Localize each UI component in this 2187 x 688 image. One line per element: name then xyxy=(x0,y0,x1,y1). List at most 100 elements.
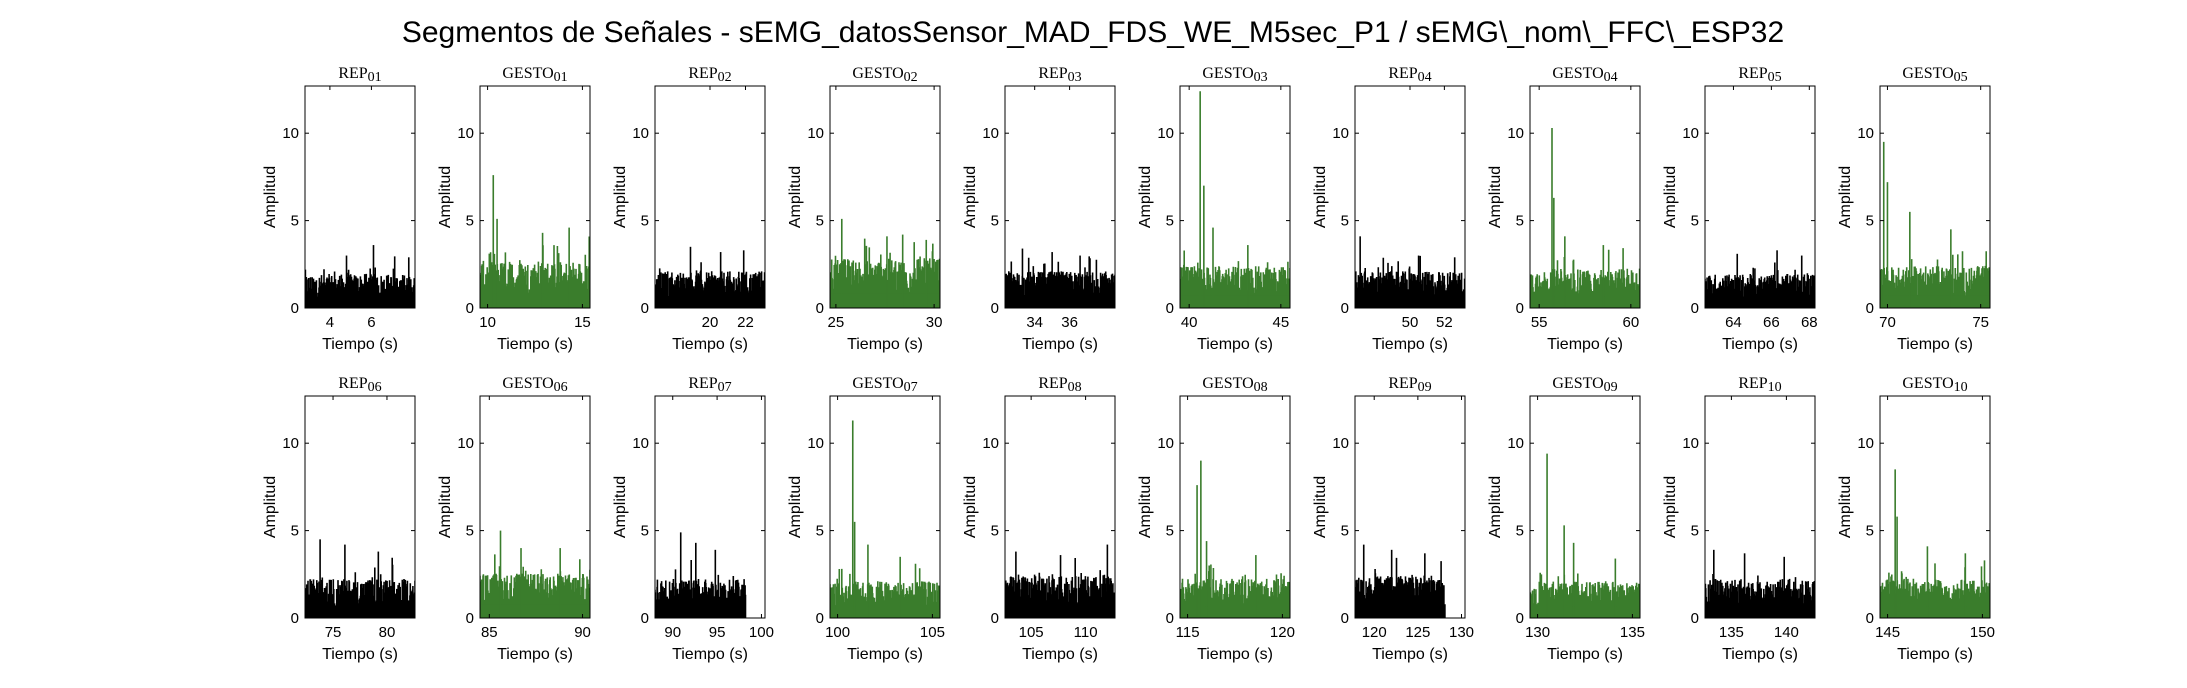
x-tick-label: 50 xyxy=(1402,314,1419,331)
subplot-title: REP04 xyxy=(1388,65,1431,85)
x-tick-label: 34 xyxy=(1026,314,1043,331)
subplot-title: GESTO08 xyxy=(1202,375,1267,395)
y-axis-label: Amplitud xyxy=(1487,476,1504,538)
subplot-title: REP02 xyxy=(688,65,731,85)
y-tick-label: 5 xyxy=(291,523,299,540)
subplot-gesto_06: 0 5 10 85 90 GESTO06 Tiempo (s) Amplitud xyxy=(437,375,591,663)
x-tick-label: 100 xyxy=(749,624,774,641)
x-axis-label: Tiempo (s) xyxy=(1722,336,1798,353)
subplot-title: GESTO10 xyxy=(1902,375,1967,395)
x-tick-label: 120 xyxy=(1270,624,1295,641)
x-axis-label: Tiempo (s) xyxy=(1897,336,1973,353)
axes-box xyxy=(1179,395,1291,619)
subplot-gesto_01: 0 5 10 10 15 GESTO01 Tiempo (s) Amplitud xyxy=(437,65,591,353)
axes-box xyxy=(1354,395,1466,619)
y-axis-label: Amplitud xyxy=(962,476,979,538)
x-axis-label: Tiempo (s) xyxy=(1372,336,1448,353)
subplot-rep_10: 0 5 10 135 140 REP10 Tiempo (s) Amplitud xyxy=(1662,375,1816,663)
signal-band xyxy=(480,604,590,618)
signal-band xyxy=(1180,606,1290,618)
y-axis-label: Amplitud xyxy=(787,166,804,228)
axes-box xyxy=(1704,85,1816,309)
subplot-rep_05: 0 5 10 64 66 68 REP05 Tiempo (s) Amplitud xyxy=(1662,65,1818,353)
x-tick-label: 105 xyxy=(1019,624,1044,641)
subplot-title: GESTO01 xyxy=(502,65,567,85)
x-tick-label: 115 xyxy=(1176,624,1200,641)
y-tick-label: 10 xyxy=(1857,125,1874,142)
y-tick-label: 10 xyxy=(1157,125,1174,142)
subplot-gesto_07: 0 5 10 100 105 GESTO07 Tiempo (s) Amplitud xyxy=(787,375,945,663)
axes-box xyxy=(479,85,591,309)
x-tick-label: 90 xyxy=(574,624,591,641)
x-tick-label: 40 xyxy=(1181,314,1198,331)
x-axis-label: Tiempo (s) xyxy=(497,336,573,353)
signal-band xyxy=(830,293,940,308)
y-tick-label: 5 xyxy=(291,213,299,230)
y-axis-label: Amplitud xyxy=(1312,166,1329,228)
axes-box xyxy=(654,395,766,619)
axes-box xyxy=(479,395,591,619)
y-axis-label: Amplitud xyxy=(1662,476,1679,538)
x-tick-label: 45 xyxy=(1272,314,1289,331)
x-tick-label: 145 xyxy=(1875,624,1900,641)
x-axis-label: Tiempo (s) xyxy=(672,336,748,353)
signal-band xyxy=(480,293,590,308)
y-tick-label: 10 xyxy=(1682,125,1699,142)
y-tick-label: 0 xyxy=(1866,610,1874,627)
x-axis-label: Tiempo (s) xyxy=(322,336,398,353)
x-tick-label: 135 xyxy=(1719,624,1744,641)
x-tick-label: 125 xyxy=(1405,624,1430,641)
x-axis-label: Tiempo (s) xyxy=(1372,646,1448,663)
axes-box xyxy=(1004,395,1116,619)
y-tick-label: 5 xyxy=(1691,213,1699,230)
y-tick-label: 10 xyxy=(982,435,999,452)
y-tick-label: 0 xyxy=(641,300,649,317)
y-tick-label: 10 xyxy=(1332,435,1349,452)
y-tick-label: 10 xyxy=(982,125,999,142)
x-tick-label: 36 xyxy=(1061,314,1078,331)
y-axis-label: Amplitud xyxy=(962,166,979,228)
x-tick-label: 22 xyxy=(737,314,754,331)
y-tick-label: 5 xyxy=(1516,523,1524,540)
axes-box xyxy=(1879,395,1991,619)
signal-band xyxy=(1530,296,1640,308)
y-tick-label: 0 xyxy=(291,300,299,317)
x-axis-label: Tiempo (s) xyxy=(497,646,573,663)
y-tick-label: 10 xyxy=(457,435,474,452)
signal-band xyxy=(1880,295,1990,308)
subplot-gesto_02: 0 5 10 25 30 GESTO02 Tiempo (s) Amplitud xyxy=(787,65,942,353)
signal-band xyxy=(1705,297,1815,308)
y-tick-label: 10 xyxy=(807,435,824,452)
y-axis-label: Amplitud xyxy=(1487,166,1504,228)
y-tick-label: 0 xyxy=(1166,610,1174,627)
subplot-title: REP06 xyxy=(338,375,381,395)
subplot-title: REP07 xyxy=(688,375,731,395)
y-tick-label: 0 xyxy=(1341,300,1349,317)
y-tick-label: 10 xyxy=(1157,435,1174,452)
y-tick-label: 0 xyxy=(466,300,474,317)
signal-band xyxy=(305,297,415,308)
x-tick-label: 25 xyxy=(828,314,845,331)
subplot-title: GESTO09 xyxy=(1552,375,1617,395)
x-axis-label: Tiempo (s) xyxy=(322,646,398,663)
y-axis-label: Amplitud xyxy=(262,476,279,538)
y-axis-label: Amplitud xyxy=(437,476,454,538)
axes-box xyxy=(1179,85,1291,309)
x-tick-label: 130 xyxy=(1449,624,1474,641)
x-axis-label: Tiempo (s) xyxy=(847,336,923,353)
y-tick-label: 5 xyxy=(641,213,649,230)
axes-box xyxy=(1529,395,1641,619)
subplot-title: REP08 xyxy=(1038,375,1081,395)
x-tick-label: 68 xyxy=(1801,314,1818,331)
y-tick-label: 0 xyxy=(1516,610,1524,627)
x-tick-label: 100 xyxy=(825,624,850,641)
subplot-gesto_10: 0 5 10 145 150 GESTO10 Tiempo (s) Amplitud xyxy=(1837,375,1995,663)
signal-band xyxy=(1880,606,1990,618)
subplot-rep_07: 0 5 10 90 95 100 REP07 Tiempo (s) Amplitud xyxy=(612,375,774,663)
y-tick-label: 5 xyxy=(991,213,999,230)
subplot-title: GESTO04 xyxy=(1552,65,1617,85)
axes-box xyxy=(829,395,941,619)
axes-box xyxy=(1879,85,1991,309)
y-axis-label: Amplitud xyxy=(1312,476,1329,538)
